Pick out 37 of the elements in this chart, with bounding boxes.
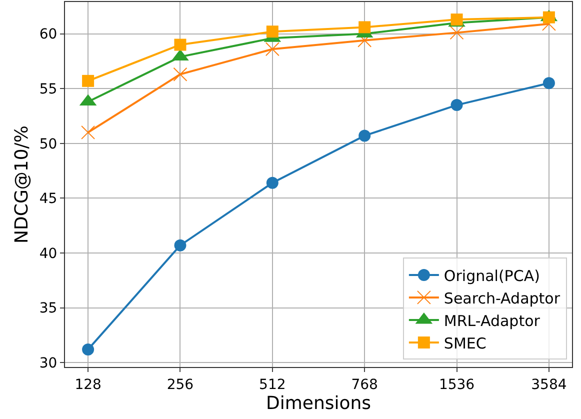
x-tick-label: 256 <box>166 376 194 393</box>
legend-label: MRL-Adaptor <box>444 312 541 330</box>
point <box>450 26 464 40</box>
x-tick-label: 1536 <box>438 376 475 393</box>
legend-label: Search-Adaptor <box>444 289 561 308</box>
point <box>358 33 372 48</box>
point <box>82 343 94 356</box>
point <box>82 74 94 87</box>
point <box>81 125 96 140</box>
y-axis-title: NDCG@10/% <box>12 126 33 244</box>
y-tick-label: 50 <box>39 136 58 152</box>
point <box>358 130 371 142</box>
y-tick-label: 45 <box>39 191 58 208</box>
x-tick-label: 128 <box>74 376 102 393</box>
point <box>450 99 463 112</box>
legend-label: Orignal(PCA) <box>444 266 540 285</box>
x-tick-label: 3584 <box>531 376 567 393</box>
x-tick-label: 512 <box>259 376 286 393</box>
y-tick-label: 30 <box>39 356 58 372</box>
point <box>174 239 186 252</box>
legend-label: SMEC <box>444 334 486 352</box>
point <box>265 42 280 56</box>
point <box>542 77 555 90</box>
x-axis-title: Dimensions <box>266 392 372 414</box>
point <box>450 14 463 26</box>
point <box>174 38 186 51</box>
point <box>542 11 555 24</box>
point <box>266 26 278 38</box>
y-tick-label: 55 <box>39 81 58 98</box>
point <box>542 16 556 31</box>
y-tick-label: 60 <box>39 26 58 43</box>
point <box>358 21 371 34</box>
x-tick-label: 768 <box>351 376 378 393</box>
y-tick-label: 40 <box>39 246 58 262</box>
point <box>173 67 188 82</box>
y-tick-label: 35 <box>39 300 58 317</box>
point <box>266 176 278 189</box>
